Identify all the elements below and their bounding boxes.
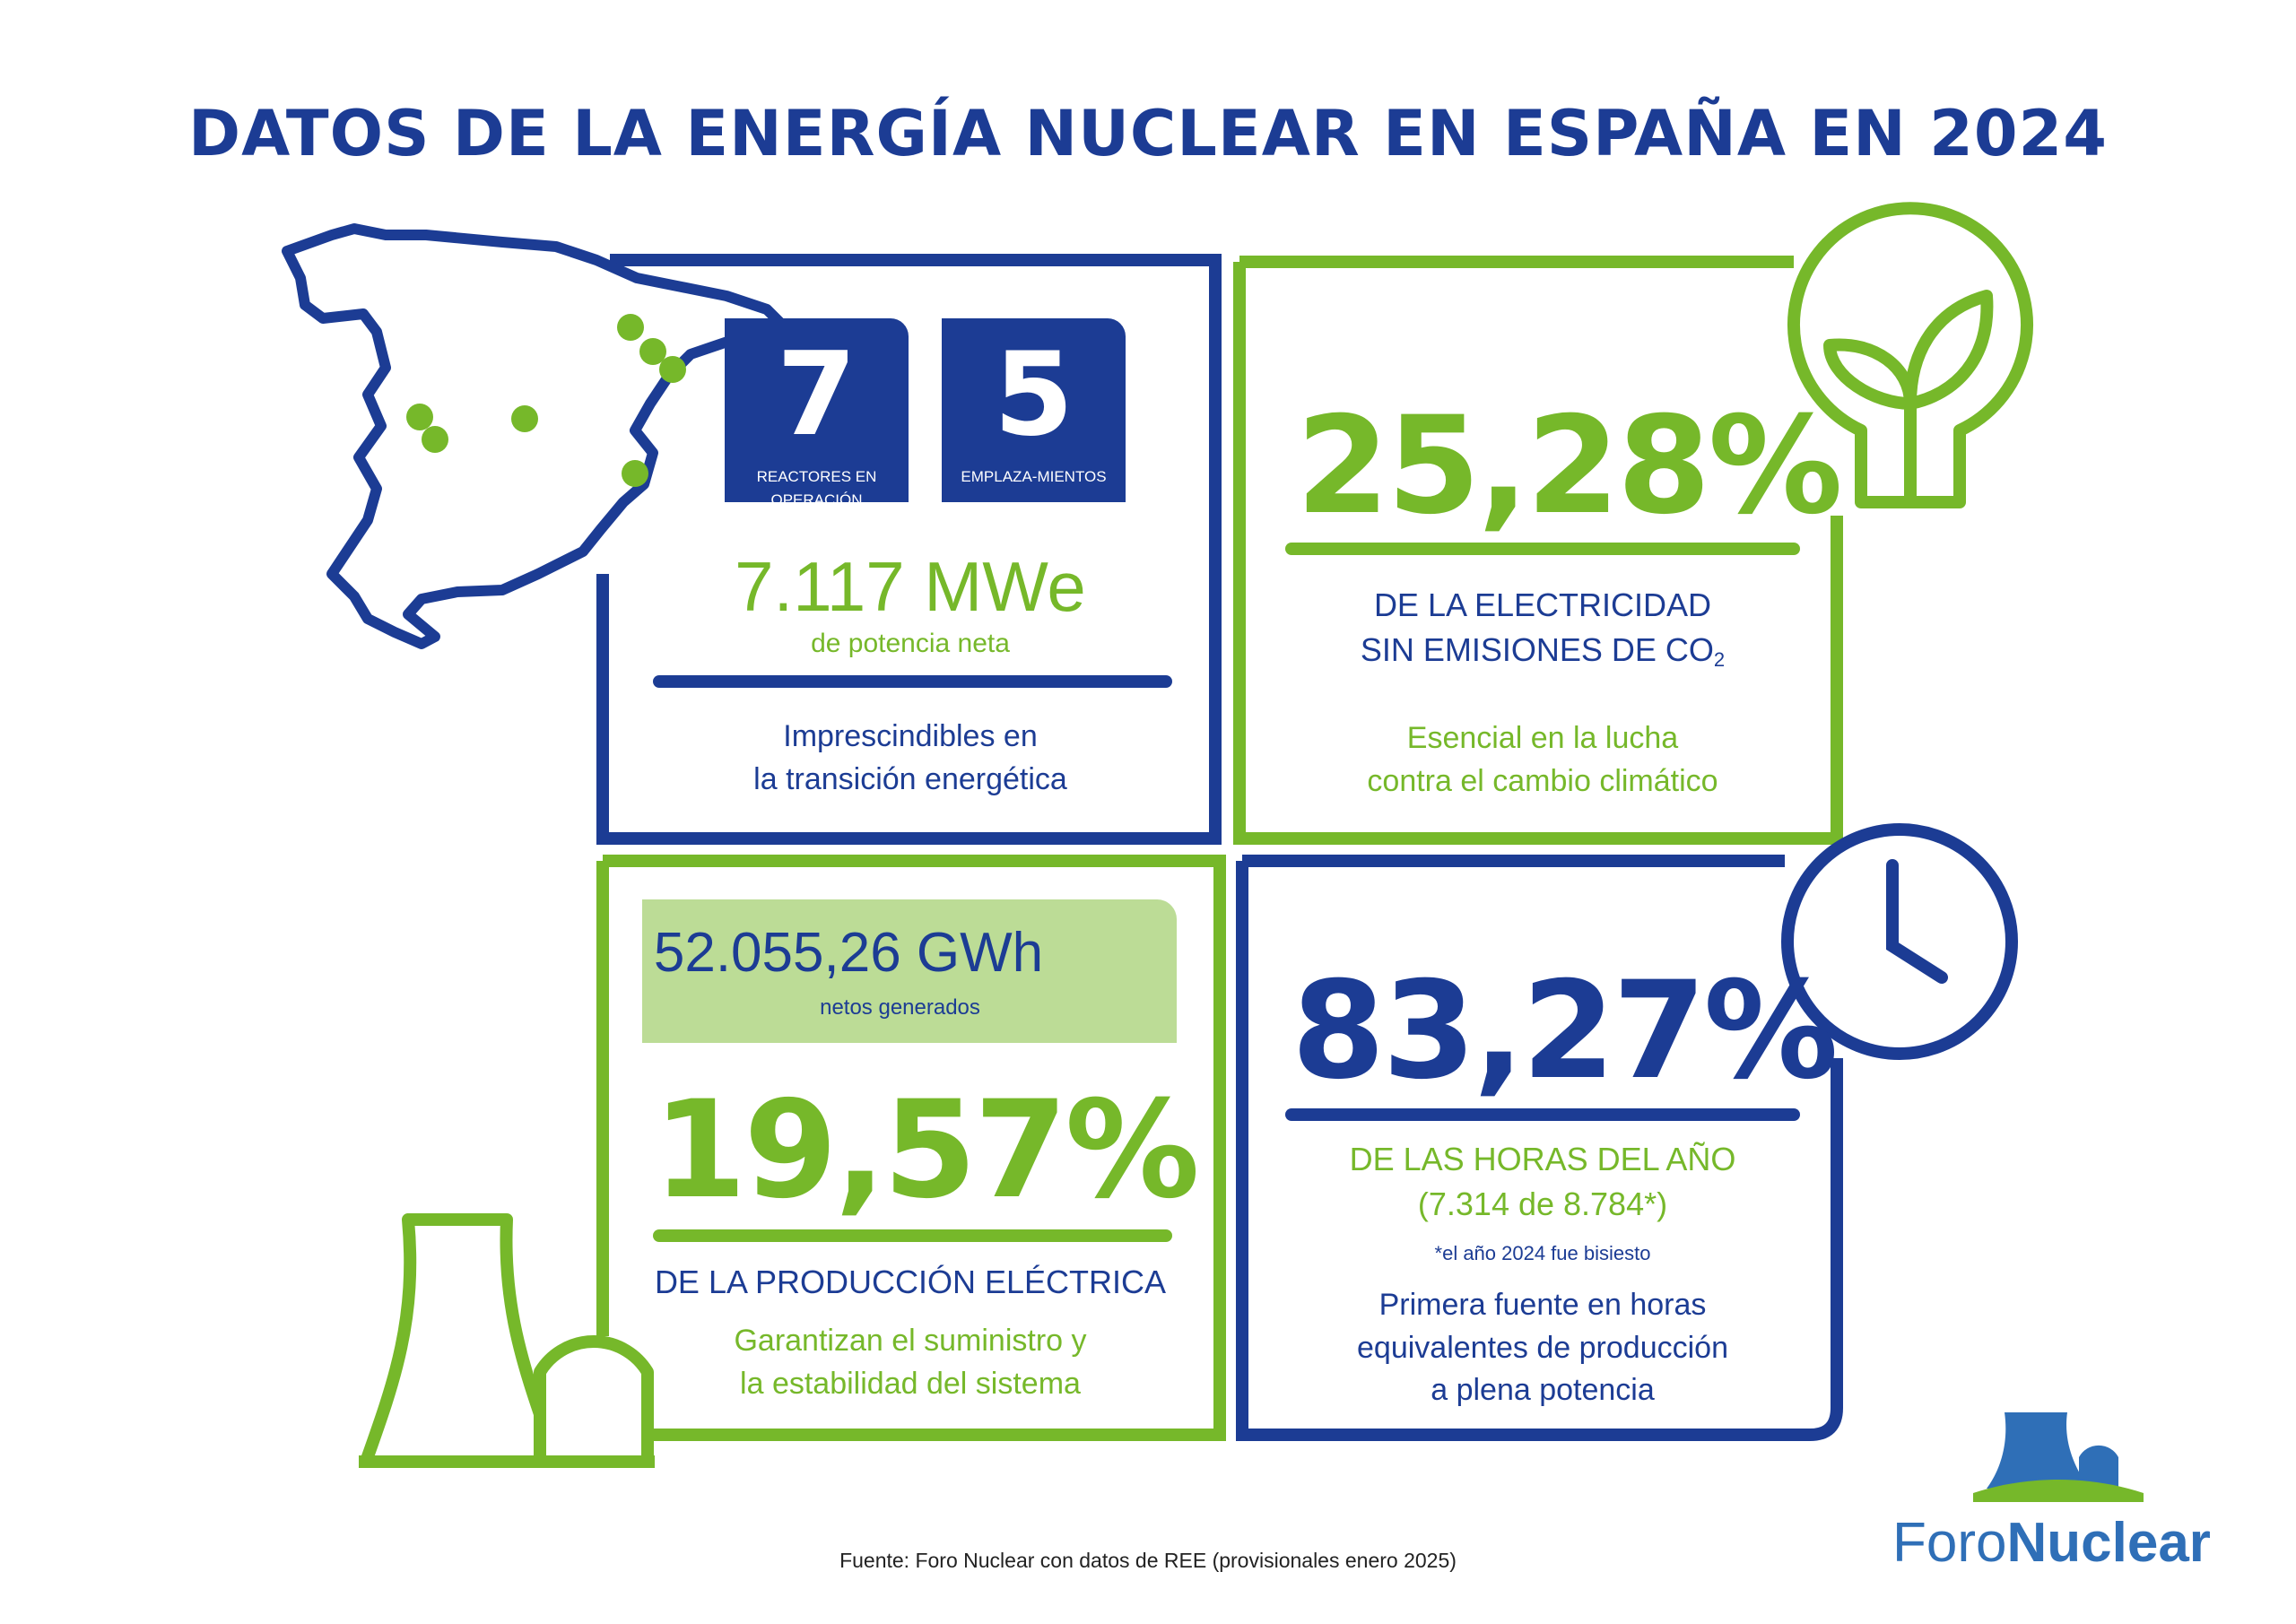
clock-icon	[1781, 823, 2018, 1060]
hours-head-line2: (7.314 de 8.784*)	[1417, 1185, 1668, 1223]
reactor-site-dots	[406, 314, 686, 487]
box-capacity-frame	[596, 254, 1222, 845]
reactors-number: 7	[776, 328, 857, 462]
capacity-label: de potencia neta	[811, 629, 1010, 658]
capacity-desc-line2: la transición energética	[753, 761, 1067, 796]
capacity-value: 7.117 MWe	[735, 547, 1086, 626]
box-hours-frame	[1236, 855, 1843, 1441]
emission-free-value: 25,28%	[1296, 388, 1843, 544]
foro-nuclear-logo-icon	[1973, 1412, 2144, 1502]
box-generation-frame	[596, 855, 1226, 1441]
capacity-desc-line1: Imprescindibles en	[783, 719, 1038, 753]
page-title: DATOS DE LA ENERGÍA NUCLEAR EN ESPAÑA EN…	[188, 97, 2108, 170]
emission-free-desc-line1: Esencial en la lucha	[1406, 721, 1679, 755]
hours-desc-line2: equivalentes de producción	[1357, 1330, 1728, 1365]
generated-energy-label: netos generados	[820, 995, 980, 1020]
generation-share-value: 19,57%	[653, 1073, 1200, 1229]
hours-desc-line1: Primera fuente en horas	[1378, 1288, 1707, 1322]
generated-energy-box	[642, 899, 1177, 1043]
source-footer: Fuente: Foro Nuclear con datos de REE (p…	[839, 1549, 1457, 1572]
hours-heading: DE LAS HORAS DEL AÑO (7.314 de 8.784*)	[1256, 1137, 1830, 1228]
generation-desc-line1: Garantizan el suministro y	[734, 1324, 1087, 1358]
emission-free-head-text: SIN EMISIONES DE CO	[1360, 631, 1714, 669]
generation-description: Garantizan el suministro y la estabilida…	[628, 1320, 1193, 1405]
sites-number: 5	[993, 328, 1074, 462]
reactors-badge: 7 REACTORES EN OPERACIÓN	[725, 318, 909, 508]
generation-share-heading: DE LA PRODUCCIÓN ELÉCTRICA	[654, 1264, 1167, 1300]
brand-wordmark: ForoNuclear	[1892, 1515, 2211, 1571]
reactors-label: REACTORES EN OPERACIÓN	[756, 468, 877, 508]
hours-head-line1: DE LAS HORAS DEL AÑO	[1349, 1141, 1736, 1177]
emission-free-head-sub: 2	[1713, 648, 1726, 672]
hours-description: Primera fuente en horas equivalentes de …	[1256, 1284, 1830, 1412]
emission-free-head-line2: SIN EMISIONES DE CO2	[1256, 628, 1830, 674]
emission-free-head-line1: DE LA ELECTRICIDAD	[1373, 586, 1712, 623]
generation-desc-line2: la estabilidad del sistema	[740, 1366, 1081, 1401]
nuclear-plant-icon	[359, 1213, 655, 1468]
hours-desc-line3: a plena potencia	[1431, 1373, 1655, 1408]
generated-energy-value: 52.055,26 GWh	[653, 922, 1044, 984]
emission-free-heading: DE LA ELECTRICIDAD SIN EMISIONES DE CO2	[1256, 583, 1830, 674]
plant-bulb-icon	[1787, 202, 2033, 508]
emission-free-description: Esencial en la lucha contra el cambio cl…	[1256, 717, 1830, 803]
sites-label: EMPLAZA-MIENTOS	[961, 468, 1107, 485]
sites-badge: 5 EMPLAZA-MIENTOS	[942, 318, 1126, 502]
emission-free-desc-line2: contra el cambio climático	[1367, 763, 1718, 798]
box-emissions-frame	[1233, 256, 1843, 845]
capacity-description: Imprescindibles en la transición energét…	[628, 716, 1193, 801]
spain-map-icon	[282, 223, 786, 649]
hours-share-value: 83,27%	[1292, 953, 1839, 1109]
brand-part1: Foro	[1892, 1512, 2007, 1574]
hours-note: *el año 2024 fue bisiesto	[1434, 1242, 1651, 1264]
brand-part2: Nuclear	[2006, 1512, 2211, 1574]
